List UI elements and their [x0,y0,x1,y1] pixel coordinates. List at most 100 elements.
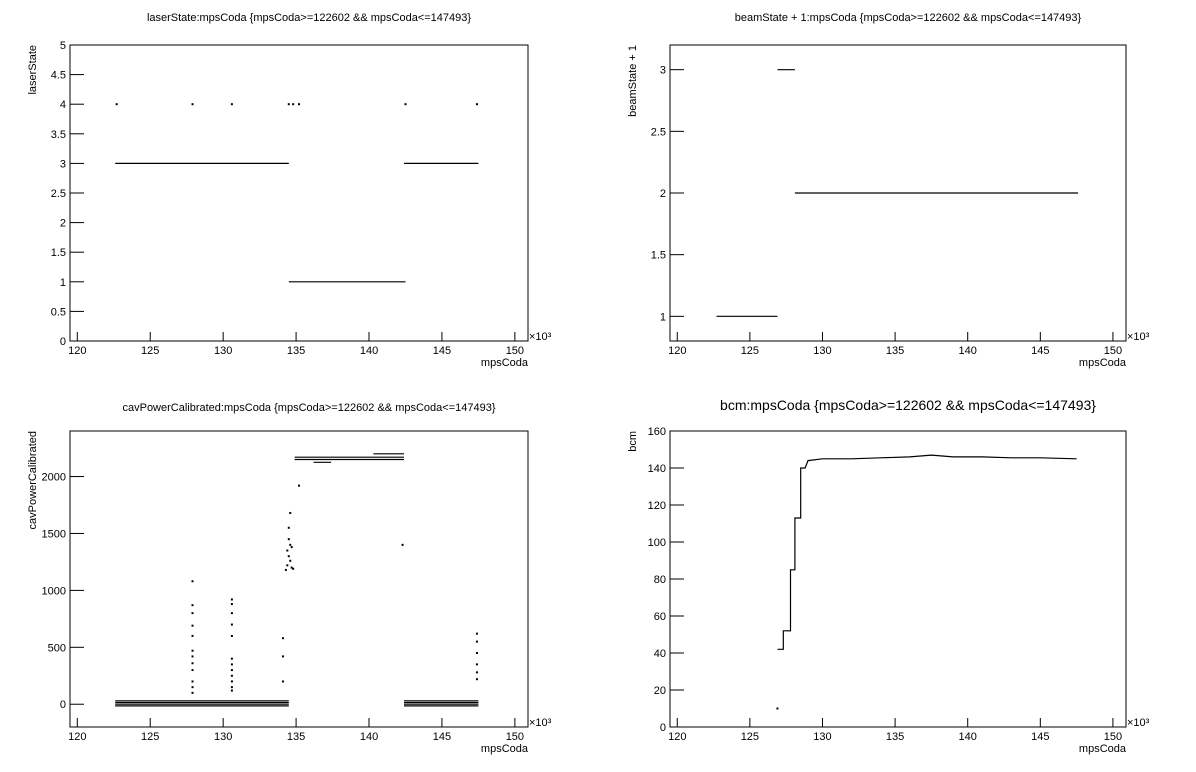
y-axis-label: bcm [627,431,639,452]
data-line [115,162,479,283]
y-tick-label: 2000 [42,472,66,484]
data-point [191,649,194,652]
data-point [286,549,289,552]
x-tick-label: 130 [813,345,831,357]
data-point [286,564,289,567]
data-point [191,103,194,106]
data-point [230,623,233,626]
plot-title: laserState:mpsCoda {mpsCoda>=122602 && m… [147,12,471,24]
y-tick-label: 40 [654,648,666,660]
x-tick-label: 150 [1104,731,1122,743]
x-multiplier: ×10³ [529,717,552,729]
plot-frame [69,430,529,728]
data-point [287,555,290,558]
y-tick-label: 3.5 [51,129,66,141]
data-point [191,624,194,627]
y-tick-label: 1 [660,311,666,323]
y-tick-label: 0 [60,699,66,711]
data-point [284,568,287,571]
x-tick-label: 135 [886,345,904,357]
y-tick-label: 2 [60,218,66,230]
x-tick-label: 145 [433,345,451,357]
x-tick-label: 120 [68,345,86,357]
y-tick-label: 100 [648,537,666,549]
data-point [230,598,233,601]
data-point [191,634,194,637]
data-point [230,689,233,692]
data-point [191,662,194,665]
y-tick-label: 60 [654,611,666,623]
y-axis-label: laserState [27,45,39,95]
y-tick-label: 2.5 [651,126,666,138]
data-point [230,603,233,606]
data-point [404,103,407,106]
y-tick-label: 1.5 [51,247,66,259]
y-tick-label: 1500 [42,528,66,540]
y-tick-label: 3 [660,65,666,77]
data-point [287,526,290,529]
x-tick-label: 130 [813,731,831,743]
x-tick-label: 150 [1104,345,1122,357]
data-point [475,632,478,635]
x-tick-label: 140 [959,345,977,357]
data-point [475,663,478,666]
x-tick-label: 130 [214,345,232,357]
y-tick-label: 500 [48,642,66,654]
y-axis-label: beamState + 1 [627,45,639,117]
plot-pad: beamState + 1:mpsCoda {mpsCoda>=122602 &… [627,12,1150,369]
data-point [290,546,293,549]
y-tick-label: 120 [648,500,666,512]
data-point [401,543,404,546]
x-tick-label: 125 [141,345,159,357]
data-point [298,103,300,106]
data-point [191,604,194,607]
plot-pad: bcm:mpsCoda {mpsCoda>=122602 && mpsCoda<… [627,397,1150,755]
data-point [475,671,478,674]
x-tick-label: 140 [959,731,977,743]
data-point [475,640,478,643]
y-tick-label: 3 [60,158,66,170]
x-tick-label: 145 [433,731,451,743]
x-tick-label: 125 [741,731,759,743]
data-point [230,686,233,689]
y-tick-label: 20 [654,685,666,697]
data-point [281,680,284,683]
data-point [191,691,194,694]
y-tick-label: 4 [60,99,66,111]
x-tick-label: 135 [287,731,305,743]
x-tick-label: 125 [141,731,159,743]
x-axis-label: mpsCoda [481,743,529,755]
data-line [716,69,1079,317]
data-point [230,103,233,106]
data-point [475,652,478,654]
x-axis-label: mpsCoda [1079,357,1127,369]
x-axis-label: mpsCoda [481,357,529,369]
data-point [289,511,292,514]
y-tick-label: 1000 [42,585,66,597]
data-point [281,655,284,658]
plot-frame [69,44,529,342]
data-point [281,637,284,640]
data-point [191,680,194,683]
y-tick-label: 0 [660,722,666,734]
data-point [115,103,118,106]
x-tick-label: 135 [287,345,305,357]
x-multiplier: ×10³ [1127,717,1150,729]
data-point [475,103,478,106]
x-tick-label: 130 [214,731,232,743]
plot-frame [669,430,1127,728]
x-tick-label: 135 [886,731,904,743]
data-point [230,634,233,637]
data-point [292,103,295,106]
data-point [191,686,194,689]
data-point [287,103,290,106]
data-point [191,655,194,658]
x-multiplier: ×10³ [1127,331,1150,343]
x-tick-label: 150 [506,731,524,743]
data-point [289,543,292,546]
plot-title: cavPowerCalibrated:mpsCoda {mpsCoda>=122… [122,402,495,414]
y-tick-label: 0.5 [51,306,66,318]
data-point [230,680,233,683]
data-point [292,567,295,570]
